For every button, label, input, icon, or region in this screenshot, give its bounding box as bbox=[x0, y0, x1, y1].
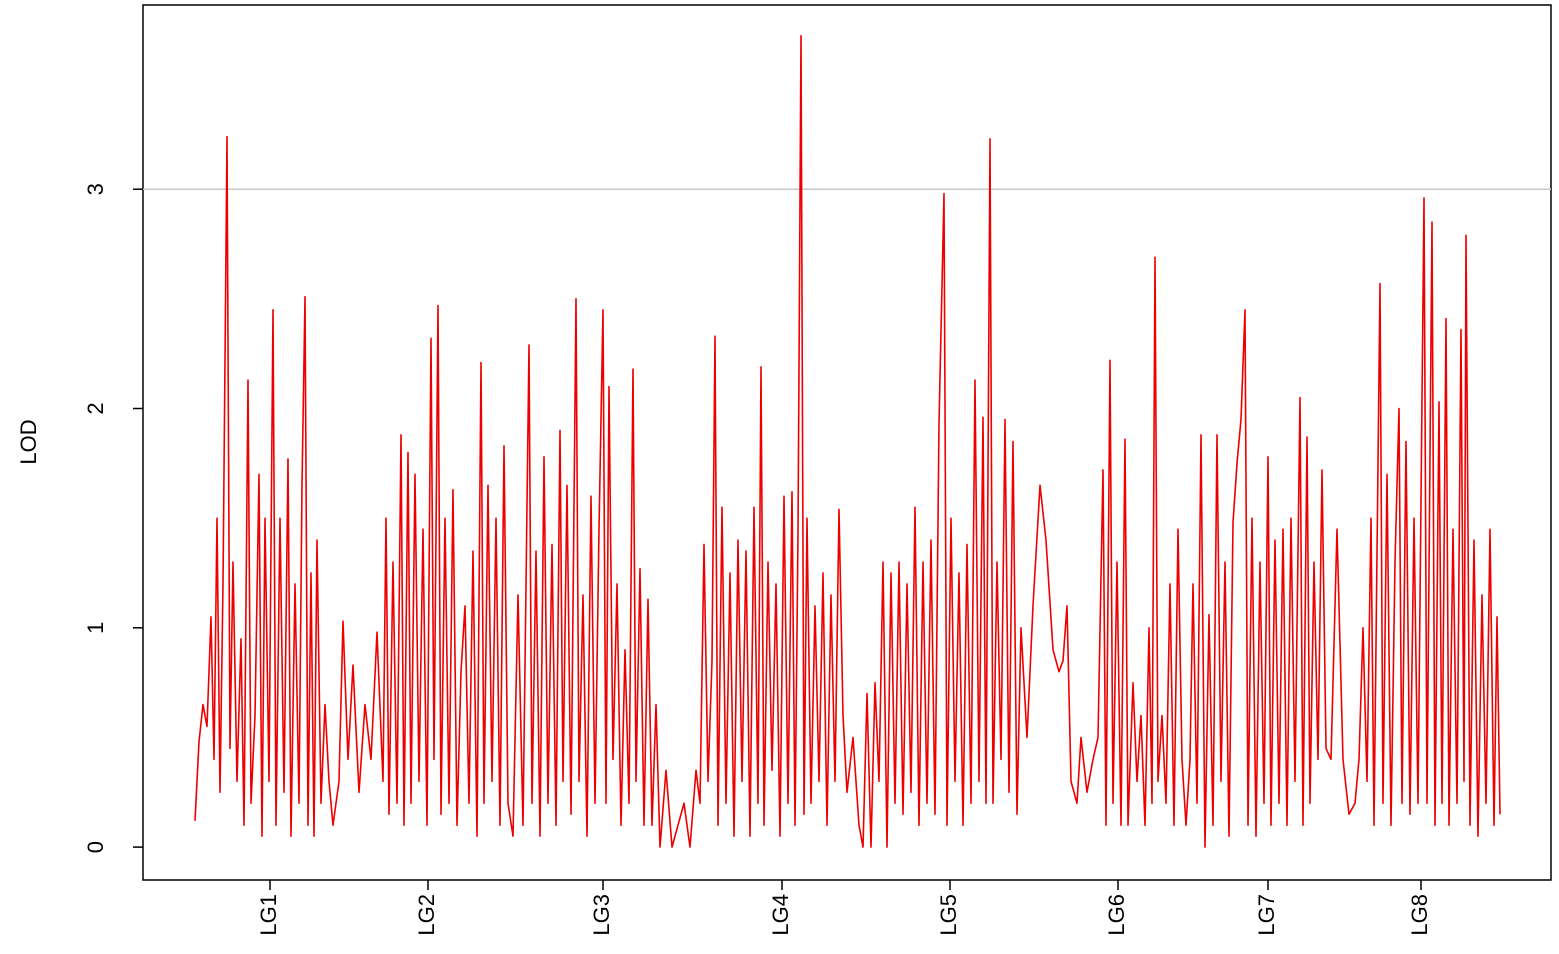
y-tick-label: 3 bbox=[83, 183, 108, 195]
x-tick-label: LG4 bbox=[768, 894, 793, 936]
y-tick-label: 1 bbox=[83, 622, 108, 634]
y-tick-label: 0 bbox=[83, 841, 108, 853]
x-tick-label: LG3 bbox=[589, 894, 614, 936]
y-axis-label: LOD bbox=[16, 419, 41, 464]
x-tick-label: LG1 bbox=[256, 894, 281, 936]
x-tick-label: LG8 bbox=[1407, 894, 1432, 936]
x-tick-label: LG2 bbox=[414, 894, 439, 936]
x-tick-label: LG6 bbox=[1104, 894, 1129, 936]
x-tick-label: LG5 bbox=[936, 894, 961, 936]
y-tick-label: 2 bbox=[83, 402, 108, 414]
x-tick-label: LG7 bbox=[1254, 894, 1279, 936]
lod-line bbox=[194, 34, 1501, 848]
plot-frame bbox=[142, 4, 1552, 881]
